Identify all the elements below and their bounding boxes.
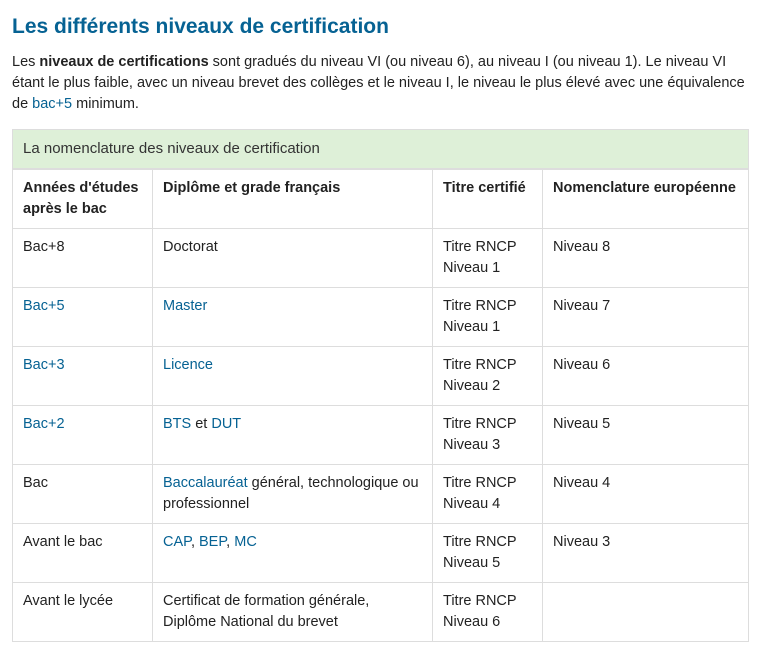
years-link[interactable]: Bac+2 [23, 416, 65, 432]
intro-paragraph: Les niveaux de certifications sont gradu… [12, 52, 749, 115]
cell-title: Titre RNCP Niveau 1 [433, 229, 543, 288]
cell-european: Niveau 4 [543, 465, 749, 524]
col-header-title: Titre certifié [433, 170, 543, 229]
cell-european: Niveau 5 [543, 406, 749, 465]
section-heading: Les différents niveaux de certification [12, 12, 749, 42]
cell-diploma: Licence [153, 347, 433, 406]
cell-title: Titre RNCP Niveau 5 [433, 524, 543, 583]
diploma-link[interactable]: BEP [199, 534, 226, 550]
cell-diploma: Certificat de formation générale, Diplôm… [153, 583, 433, 642]
table-header-row: Années d'études après le bac Diplôme et … [13, 170, 749, 229]
cell-title: Titre RNCP Niveau 2 [433, 347, 543, 406]
diploma-link[interactable]: DUT [211, 416, 241, 432]
cell-title: Titre RNCP Niveau 3 [433, 406, 543, 465]
cell-title: Titre RNCP Niveau 6 [433, 583, 543, 642]
cell-years: Bac+2 [13, 406, 153, 465]
cell-european: Niveau 6 [543, 347, 749, 406]
bac5-link[interactable]: bac+5 [32, 96, 72, 112]
cell-diploma: CAP, BEP, MC [153, 524, 433, 583]
intro-bold: niveaux de certifications [39, 54, 208, 70]
table-row: BacBaccalauréat général, technologique o… [13, 465, 749, 524]
diploma-link[interactable]: Licence [163, 357, 213, 373]
intro-text: minimum. [72, 96, 139, 112]
table-caption: La nomenclature des niveaux de certifica… [12, 129, 749, 169]
table-row: Bac+8DoctoratTitre RNCP Niveau 1Niveau 8 [13, 229, 749, 288]
cell-diploma: Doctorat [153, 229, 433, 288]
diploma-link[interactable]: Master [163, 298, 207, 314]
cell-european: Niveau 7 [543, 288, 749, 347]
cell-years: Bac [13, 465, 153, 524]
diploma-link[interactable]: Baccalauréat [163, 475, 248, 491]
cell-title: Titre RNCP Niveau 4 [433, 465, 543, 524]
table-row: Bac+5 Master Titre RNCP Niveau 1Niveau 7 [13, 288, 749, 347]
diploma-link[interactable]: BTS [163, 416, 191, 432]
col-header-years: Années d'études après le bac [13, 170, 153, 229]
table-row: Bac+2 BTS et DUTTitre RNCP Niveau 3Niveau… [13, 406, 749, 465]
cell-years: Avant le bac [13, 524, 153, 583]
cell-diploma: Master [153, 288, 433, 347]
cell-years: Bac+3 [13, 347, 153, 406]
cell-european [543, 583, 749, 642]
cell-diploma: Baccalauréat général, technologique ou p… [153, 465, 433, 524]
table-row: Avant le lycéeCertificat de formation gé… [13, 583, 749, 642]
intro-text: Les [12, 54, 39, 70]
cell-title: Titre RNCP Niveau 1 [433, 288, 543, 347]
col-header-european: Nomenclature européenne [543, 170, 749, 229]
diploma-link[interactable]: CAP [163, 534, 191, 550]
table-row: Bac+3 Licence Titre RNCP Niveau 2Niveau 6 [13, 347, 749, 406]
cell-years: Bac+5 [13, 288, 153, 347]
years-link[interactable]: Bac+5 [23, 298, 65, 314]
cell-european: Niveau 8 [543, 229, 749, 288]
certification-levels-table: La nomenclature des niveaux de certifica… [12, 129, 749, 642]
diploma-link[interactable]: MC [234, 534, 257, 550]
cell-years: Bac+8 [13, 229, 153, 288]
cell-european: Niveau 3 [543, 524, 749, 583]
years-link[interactable]: Bac+3 [23, 357, 65, 373]
col-header-diploma: Diplôme et grade français [153, 170, 433, 229]
cell-diploma: BTS et DUT [153, 406, 433, 465]
cell-years: Avant le lycée [13, 583, 153, 642]
table-row: Avant le bacCAP, BEP, MCTitre RNCP Nivea… [13, 524, 749, 583]
